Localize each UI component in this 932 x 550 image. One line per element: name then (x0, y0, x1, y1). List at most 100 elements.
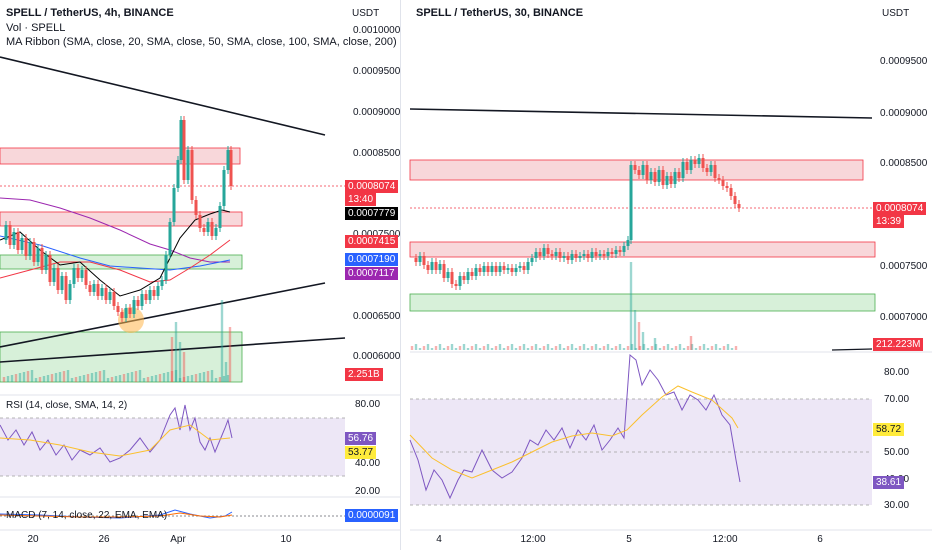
candle-body (474, 268, 478, 276)
candle-body (669, 176, 673, 184)
candle-body (434, 262, 438, 270)
volume-bar (450, 344, 454, 350)
volume-bar (226, 375, 230, 382)
candle-body (574, 254, 578, 258)
volume-bar (194, 374, 198, 382)
volume-bar (154, 375, 158, 382)
left-chart-title[interactable]: SPELL / TetherUS, 4h, BINANCE (6, 7, 174, 19)
right-chart-canvas[interactable] (402, 0, 932, 550)
volume-bar (174, 370, 178, 382)
volume-bar (554, 346, 558, 350)
volume-bar (622, 348, 626, 350)
candle-body (629, 165, 633, 240)
candle-body (737, 204, 741, 208)
volume-bar (10, 375, 14, 382)
candle-body (108, 292, 112, 300)
volume-bar (730, 348, 734, 350)
right-chart-panel[interactable]: SPELL / TetherUS, 30, BINANCE USDT 0.000… (402, 0, 932, 550)
candle-body (202, 228, 206, 232)
volume-bar (220, 300, 224, 382)
volume-bar (734, 346, 738, 350)
volume-bar (418, 348, 422, 350)
volume-bar (482, 346, 486, 350)
left-support-line (0, 337, 346, 363)
candle-body (614, 250, 618, 254)
volume-bar (458, 346, 462, 350)
volume-bar (58, 372, 62, 382)
candle-body (179, 120, 183, 160)
candle-body (72, 268, 76, 284)
candle-body (128, 308, 132, 314)
candle-body (661, 170, 665, 185)
candle-body (462, 276, 466, 280)
candle-body (418, 256, 422, 262)
volume-bar (466, 348, 470, 350)
candle-body (681, 162, 685, 178)
left-chart-panel[interactable]: SPELL / TetherUS, 4h, BINANCE Vol · SPEL… (0, 0, 400, 550)
volume-bar (210, 370, 214, 382)
left-macd-label[interactable]: MACD (7, 14, close, 22, EMA, EMA) (6, 510, 168, 521)
candle-body (693, 160, 697, 164)
right-volume-bars (410, 262, 738, 350)
left-price-tick: 0.0009500 (353, 66, 400, 77)
volume-bar (566, 346, 570, 350)
candle-body (148, 290, 152, 300)
volume-bar (118, 375, 122, 382)
volume-bar (142, 378, 146, 382)
candle-body (506, 268, 510, 270)
candle-body (16, 232, 20, 250)
volume-bar (454, 348, 458, 350)
volume-bar (698, 346, 702, 350)
volume-bar (42, 376, 46, 382)
volume-bar (130, 372, 134, 382)
volume-bar (633, 310, 637, 350)
left-chart-canvas[interactable] (0, 0, 400, 550)
candle-body (510, 268, 514, 272)
right-chart-title[interactable]: SPELL / TetherUS, 30, BINANCE (416, 7, 584, 19)
volume-bar (470, 346, 474, 350)
volume-bar (218, 377, 222, 382)
candle-body (36, 248, 40, 262)
volume-bar (486, 344, 490, 350)
right-rsi-ma (409, 385, 739, 479)
left-time-tick: 20 (27, 534, 39, 545)
panel-divider[interactable] (400, 0, 401, 550)
left-resistance-zone-2 (0, 211, 243, 227)
candle-body (414, 258, 418, 262)
candle-body (677, 172, 681, 178)
left-rsi-label[interactable]: RSI (14, close, SMA, 14, 2) (6, 400, 128, 411)
volume-bar (682, 348, 686, 350)
candle-body (454, 284, 458, 286)
right-unit-label: USDT (882, 8, 910, 19)
candle-body (156, 286, 160, 296)
left-resistance-zone (0, 147, 241, 165)
left-price-tick: 0.0008500 (353, 148, 400, 159)
left-ribbon-label[interactable]: MA Ribbon (SMA, close, 20, SMA, close, 5… (6, 36, 397, 48)
candle-body (586, 254, 590, 258)
volume-bar (686, 346, 690, 350)
candle-body (112, 292, 116, 306)
candle-body (733, 196, 737, 204)
candle-body (140, 294, 144, 306)
left-support-zone (0, 254, 243, 270)
candle-body (458, 276, 462, 286)
volume-bar (714, 344, 718, 350)
volume-bar (202, 372, 206, 382)
volume-bar (522, 344, 526, 350)
candle-body (542, 248, 546, 256)
candle-body (514, 268, 518, 272)
volume-bar (34, 378, 38, 382)
candle-body (721, 180, 725, 186)
candle-body (60, 276, 64, 290)
volume-bar (629, 262, 633, 350)
right-price-tick: 0.0009500 (880, 56, 928, 67)
left-uptrend-line (0, 282, 326, 348)
candle-body (685, 162, 689, 170)
candle-body (494, 266, 498, 272)
candle-body (124, 308, 128, 318)
left-volume-label[interactable]: Vol · SPELL (6, 22, 66, 34)
volume-bar (710, 346, 714, 350)
candle-body (210, 222, 214, 236)
volume-bar (626, 346, 630, 350)
candle-body (52, 268, 56, 282)
